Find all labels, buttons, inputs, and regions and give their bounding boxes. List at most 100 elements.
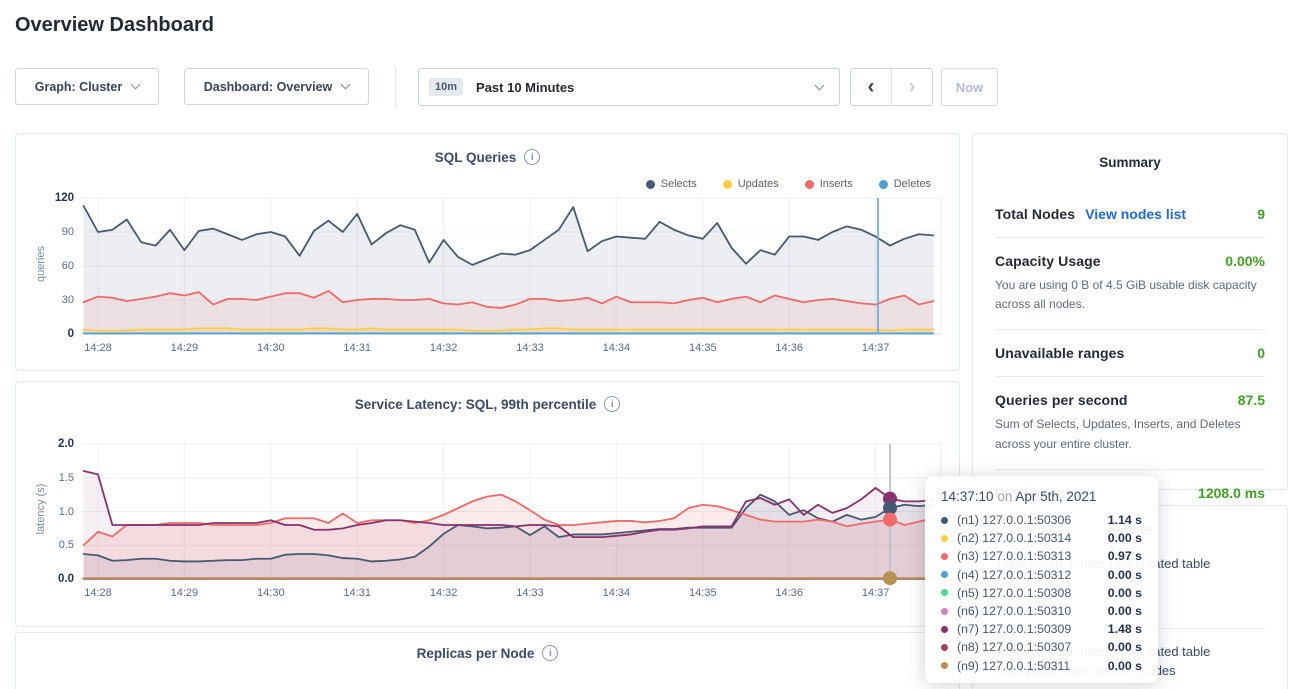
- info-icon[interactable]: i: [604, 396, 621, 412]
- replicas-per-node-panel: Replicas per Node i: [15, 632, 960, 689]
- unavailable-ranges-value: 0: [1257, 345, 1265, 362]
- dashboard-dropdown[interactable]: Dashboard: Overview: [184, 68, 369, 105]
- next-timeframe-button[interactable]: ›: [891, 69, 932, 105]
- time-range-picker[interactable]: 10m Past 10 Minutes: [418, 68, 840, 106]
- toolbar-divider: [395, 66, 396, 107]
- y-axis-tick: 60: [61, 260, 74, 272]
- legend-item-deletes[interactable]: Deletes: [878, 178, 931, 190]
- sql-legend: Selects Updates Inserts Deletes: [645, 178, 931, 190]
- chart-hover-tooltip: 14:37:10 on Apr 5th, 2021 (n1) 127.0.0.1…: [925, 476, 1158, 683]
- legend-label: Selects: [660, 178, 697, 190]
- capacity-usage-label: Capacity Usage: [995, 253, 1101, 269]
- tooltip-node-row: (n7) 127.0.0.1:50309 1.48 s: [941, 620, 1142, 638]
- total-nodes-label: Total Nodes: [995, 206, 1076, 222]
- capacity-usage-desc: You are using 0 B of 4.5 GiB usable disk…: [995, 278, 1257, 312]
- queries-per-second-label: Queries per second: [995, 392, 1128, 409]
- divider: [995, 468, 1265, 470]
- divider: [995, 237, 1265, 238]
- info-icon[interactable]: i: [524, 149, 541, 165]
- page-title: Overview Dashboard: [15, 14, 214, 36]
- total-nodes-value: 9: [1257, 206, 1265, 222]
- legend-dot-icon: [722, 179, 732, 189]
- service-latency-title: Service Latency: SQL, 99th percentile: [354, 396, 597, 412]
- legend-item-selects[interactable]: Selects: [645, 178, 697, 190]
- p99-latency-value: 1208.0 ms: [1198, 484, 1265, 501]
- legend-item-updates[interactable]: Updates: [722, 178, 779, 190]
- legend-dot-icon: [645, 179, 655, 189]
- y-axis-tick: 1.5: [58, 471, 74, 484]
- x-axis-tick: 14:36: [775, 587, 803, 599]
- node-latency-value: 1.14 s: [1107, 513, 1142, 528]
- info-icon[interactable]: i: [542, 645, 559, 661]
- legend-label: Updates: [737, 178, 779, 190]
- node-latency-value: 1.48 s: [1107, 622, 1142, 637]
- x-axis-tick: 14:35: [689, 342, 717, 354]
- x-axis-tick: 14:31: [343, 342, 371, 354]
- chevron-left-icon: ‹: [867, 75, 875, 98]
- y-axis-tick: 120: [54, 192, 74, 204]
- x-axis-tick: 14:33: [516, 342, 544, 354]
- node-color-dot-icon: [941, 516, 948, 524]
- x-axis-tick: 14:34: [602, 587, 631, 599]
- tooltip-node-row: (n4) 127.0.0.1:50312 0.00 s: [941, 566, 1142, 584]
- tooltip-node-row: (n5) 127.0.0.1:50308 0.00 s: [941, 584, 1142, 602]
- x-axis-tick: 14:31: [343, 587, 371, 599]
- summary-panel: Summary Total Nodes View nodes list 9 Ca…: [972, 133, 1288, 501]
- dashboard-dropdown-label: Dashboard: Overview: [203, 79, 333, 94]
- legend-label: Inserts: [819, 178, 853, 190]
- node-latency-value: 0.00 s: [1107, 640, 1142, 655]
- y-axis-tick: 0: [67, 328, 74, 340]
- node-latency-value: 0.00 s: [1107, 604, 1142, 619]
- node-latency-value: 0.97 s: [1107, 549, 1142, 564]
- node-latency-value: 0.00 s: [1107, 585, 1142, 600]
- node-latency-value: 0.00 s: [1107, 567, 1142, 582]
- x-axis-tick: 14:29: [170, 342, 199, 354]
- y-axis-tick: 90: [61, 226, 74, 238]
- legend-item-inserts[interactable]: Inserts: [804, 178, 853, 190]
- tooltip-node-row: (n9) 127.0.0.1:50311 0.00 s: [941, 657, 1142, 675]
- y-axis-tick: 30: [61, 294, 74, 306]
- time-range-badge: 10m: [429, 78, 464, 96]
- view-nodes-list-link[interactable]: View nodes list: [1085, 206, 1187, 222]
- x-axis-tick: 14:32: [429, 342, 458, 354]
- node-address: (n6) 127.0.0.1:50310: [957, 604, 1072, 619]
- x-axis-tick: 14:32: [429, 587, 458, 599]
- x-axis-tick: 14:35: [689, 587, 717, 599]
- legend-dot-icon: [878, 179, 888, 189]
- graph-dropdown[interactable]: Graph: Cluster: [15, 68, 159, 105]
- y-axis-tick: 0.0: [58, 573, 74, 585]
- node-address: (n9) 127.0.0.1:50311: [957, 658, 1071, 673]
- tooltip-rows: (n1) 127.0.0.1:50306 1.14 s (n2) 127.0.0.1…: [941, 511, 1142, 675]
- y-axis-tick: 0.5: [58, 539, 74, 552]
- x-axis-tick: 14:28: [84, 587, 112, 599]
- unavailable-ranges-label: Unavailable ranges: [995, 345, 1125, 362]
- divider: [995, 329, 1265, 331]
- node-latency-value: 0.00 s: [1107, 658, 1142, 673]
- service-latency-chart[interactable]: [81, 443, 942, 586]
- node-address: (n8) 127.0.0.1:50307: [957, 640, 1072, 655]
- node-address: (n3) 127.0.0.1:50313: [957, 549, 1072, 564]
- previous-timeframe-button[interactable]: ‹: [851, 69, 891, 105]
- now-button[interactable]: Now: [941, 68, 998, 106]
- chevron-down-icon: [340, 79, 351, 90]
- x-axis-tick: 14:29: [170, 587, 199, 599]
- graph-dropdown-label: Graph: Cluster: [34, 79, 123, 94]
- tooltip-node-row: (n6) 127.0.0.1:50310 0.00 s: [941, 602, 1142, 620]
- sql-queries-chart[interactable]: [81, 197, 942, 335]
- x-axis-tick: 14:28: [84, 342, 112, 354]
- x-axis-tick: 14:37: [861, 587, 890, 599]
- node-color-dot-icon: [941, 607, 948, 615]
- divider: [995, 376, 1265, 378]
- x-axis-tick: 14:37: [861, 342, 890, 354]
- y-axis-tick: 2.0: [58, 438, 74, 450]
- queries-per-second-value: 87.5: [1237, 392, 1265, 409]
- x-axis-tick: 14:34: [602, 342, 631, 354]
- tooltip-node-row: (n3) 127.0.0.1:50313 0.97 s: [941, 547, 1142, 565]
- node-color-dot-icon: [941, 662, 948, 670]
- node-address: (n2) 127.0.0.1:50314: [957, 531, 1072, 546]
- node-address: (n4) 127.0.0.1:50312: [957, 567, 1072, 582]
- replicas-title: Replicas per Node: [416, 645, 535, 661]
- node-latency-value: 0.00 s: [1107, 531, 1142, 546]
- x-axis-tick: 14:33: [516, 587, 544, 599]
- chevron-down-icon: [130, 79, 141, 90]
